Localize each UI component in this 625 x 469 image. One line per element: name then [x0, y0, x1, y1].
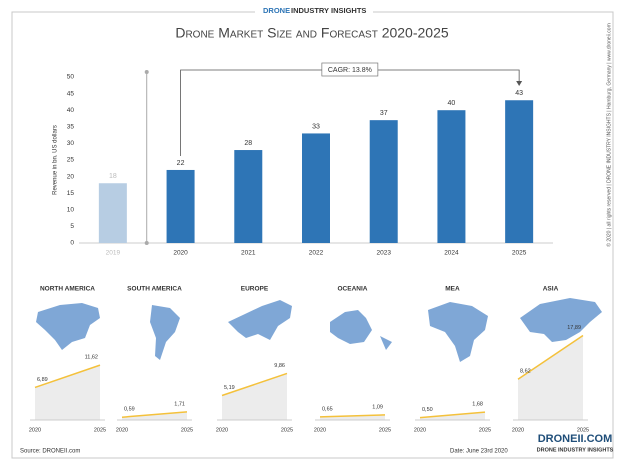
bar — [166, 169, 195, 243]
bar — [302, 133, 330, 243]
value-label: 37 — [380, 110, 388, 117]
y-tick-label: 10 — [67, 207, 75, 214]
x-tick-label: 2020 — [414, 427, 426, 433]
date: Date: June 23rd 2020 — [450, 449, 508, 455]
y-tick-label: 35 — [67, 124, 75, 131]
y-tick-label: 40 — [67, 107, 75, 114]
value-label: 6,89 — [37, 377, 48, 383]
value-label: 8,62 — [520, 369, 531, 375]
y-axis-label: Revenue in bn. US dollars — [53, 125, 59, 195]
x-tick-label: 2025 — [479, 427, 491, 433]
y-tick-label: 5 — [70, 223, 74, 230]
y-tick-label: 0 — [70, 240, 74, 247]
cagr-box — [321, 62, 379, 77]
y-tick-label: 20 — [67, 173, 75, 180]
value-label: 1,09 — [372, 404, 383, 410]
line — [419, 411, 486, 419]
separator-dot — [144, 70, 149, 74]
value-label: 43 — [515, 90, 523, 97]
region-title: SOUTH AMERICA — [127, 286, 182, 293]
bar — [98, 183, 127, 243]
x-tick-label: 2025 — [181, 427, 193, 433]
value-label: 9,86 — [274, 363, 285, 369]
map-asia — [520, 298, 602, 342]
cagr-label: CAGR: 13.8% — [328, 67, 372, 74]
x-tick-label: 2023 — [376, 250, 391, 257]
region-title: OCEANIA — [338, 286, 368, 293]
x-tick-label: 2025 — [379, 427, 391, 433]
brand-2: INDUSTRY INSIGHTS — [291, 6, 366, 15]
area — [222, 373, 287, 420]
map-south-america — [150, 305, 180, 360]
x-tick-label: 2020 — [512, 427, 524, 433]
map-oceania — [330, 310, 392, 350]
line — [34, 364, 101, 389]
area — [320, 414, 385, 420]
separator-dot — [144, 241, 149, 245]
x-tick-label: 2025 — [94, 427, 106, 433]
value-label: 1,68 — [472, 402, 483, 408]
y-tick-label: 25 — [67, 157, 75, 164]
y-tick-label: 50 — [67, 74, 75, 81]
tagline: DRONE INDUSTRY INSIGHTS — [537, 447, 614, 453]
value-label: 40 — [448, 100, 456, 107]
x-tick-label: 2020 — [216, 427, 228, 433]
bar — [437, 110, 466, 243]
value-label: 22 — [177, 160, 185, 167]
value-label: 0,65 — [322, 406, 333, 412]
bar — [505, 100, 534, 244]
x-tick-label: 2019 — [106, 250, 121, 257]
x-tick-label: 2025 — [281, 427, 293, 433]
x-tick-label: 2020 — [173, 250, 188, 257]
x-tick-label: 2022 — [309, 250, 324, 257]
source: Source: DRONEII.com — [20, 449, 80, 455]
region-title: NORTH AMERICA — [40, 286, 95, 293]
y-tick-label: 45 — [67, 90, 75, 97]
value-label: 0,59 — [124, 407, 135, 413]
x-tick-label: 2020 — [29, 427, 41, 433]
header-bg — [255, 4, 373, 18]
region-title: MEA — [445, 286, 460, 293]
line — [517, 334, 584, 380]
x-tick-label: 2025 — [577, 427, 589, 433]
value-label: 17,89 — [567, 325, 581, 331]
region-title: EUROPE — [241, 286, 269, 293]
area — [518, 335, 583, 420]
side-note: © 2020 | all rights reserved | DRONE IND… — [605, 23, 612, 246]
region-title: ASIA — [543, 286, 559, 293]
value-label: 5,19 — [224, 385, 235, 391]
bar — [369, 120, 398, 243]
value-label: 33 — [312, 123, 320, 130]
map-mea — [428, 302, 488, 362]
logo: DRONEII.COM — [538, 433, 613, 445]
y-tick-label: 15 — [67, 190, 75, 197]
y-tick-label: 30 — [67, 140, 75, 147]
map-north-america — [36, 303, 100, 350]
area — [35, 365, 100, 420]
value-label: 18 — [109, 173, 117, 180]
value-label: 28 — [244, 140, 252, 147]
x-tick-label: 2021 — [241, 250, 256, 257]
maps — [36, 298, 602, 362]
value-label: 1,71 — [174, 401, 185, 407]
cagr-arrow — [516, 81, 523, 86]
x-tick-label: 2024 — [444, 250, 459, 257]
line — [221, 372, 288, 397]
x-tick-label: 2020 — [314, 427, 326, 433]
line — [121, 411, 188, 418]
x-tick-label: 2025 — [512, 250, 527, 257]
line — [319, 414, 386, 418]
bar — [234, 150, 263, 243]
x-tick-label: 2020 — [116, 427, 128, 433]
value-label: 11,62 — [85, 355, 98, 361]
chart-title: Drone Market Size and Forecast 2020-2025 — [175, 25, 449, 41]
map-europe — [228, 300, 292, 340]
value-label: 0,50 — [422, 407, 433, 413]
brand-1: DRONE — [263, 6, 290, 15]
cagr-bracket — [180, 69, 520, 156]
